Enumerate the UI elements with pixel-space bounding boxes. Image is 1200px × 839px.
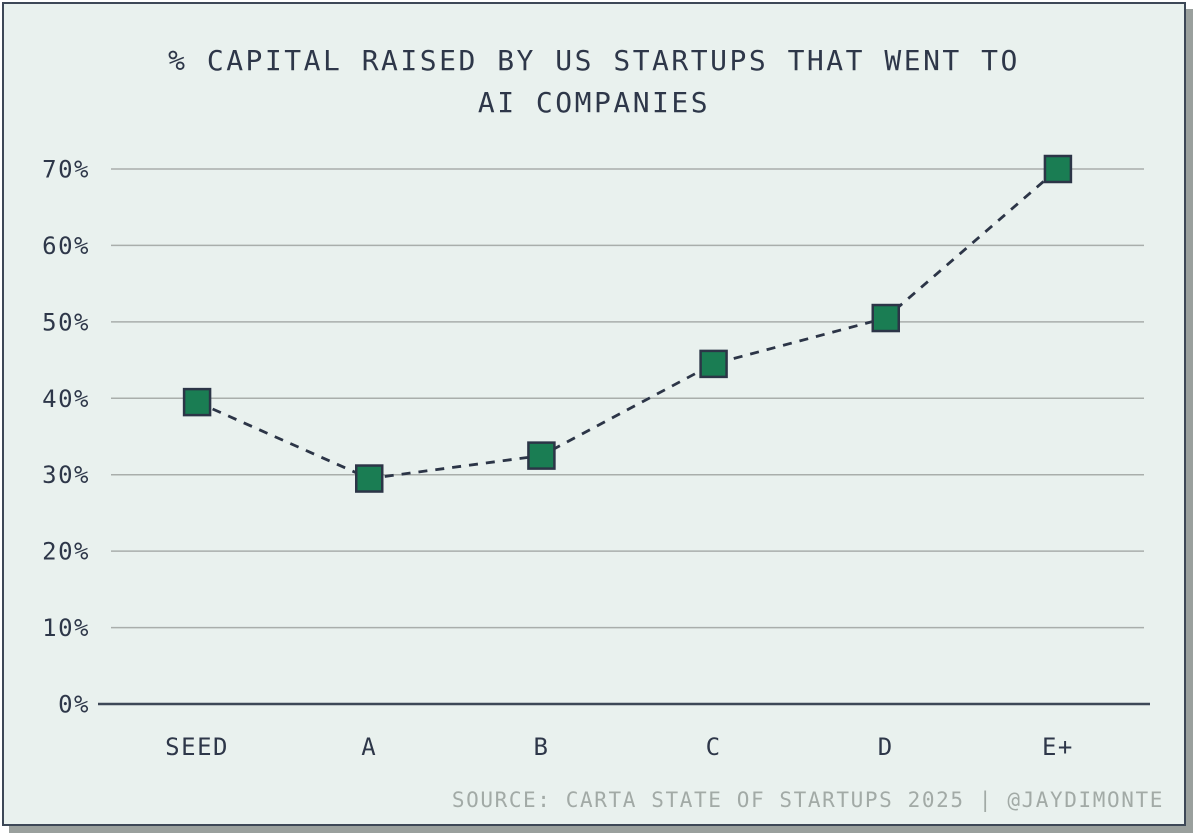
y-tick-label: 20% xyxy=(42,538,90,566)
x-tick-label-a: A xyxy=(361,733,377,761)
y-tick-label: 70% xyxy=(42,156,90,184)
series-dashed-line xyxy=(196,167,1059,480)
data-point-seed xyxy=(182,387,212,417)
data-point-c xyxy=(699,349,728,379)
y-tick-label: 50% xyxy=(42,308,90,336)
y-tick-label: 0% xyxy=(58,691,90,719)
data-point-a xyxy=(355,464,384,493)
y-tick-label: 30% xyxy=(42,461,90,489)
chart-title: % CAPITAL RAISED BY US STARTUPS THAT WEN… xyxy=(4,40,1184,124)
x-tick-label-b: B xyxy=(533,733,549,761)
y-tick-label: 60% xyxy=(42,232,90,260)
data-point-b xyxy=(527,441,556,470)
y-tick-label: 40% xyxy=(42,385,90,413)
x-tick-label-seed: SEED xyxy=(165,733,229,761)
data-point-e xyxy=(1043,154,1073,184)
source-attribution: SOURCE: CARTA STATE OF STARTUPS 2025 | @… xyxy=(451,788,1164,812)
x-tick-label-e: E+ xyxy=(1042,733,1074,761)
x-tick-label-c: C xyxy=(706,733,722,761)
data-point-d xyxy=(871,303,900,333)
y-tick-label: 10% xyxy=(42,614,90,642)
chart-title-line-1: % CAPITAL RAISED BY US STARTUPS THAT WEN… xyxy=(168,44,1020,77)
chart-card: % CAPITAL RAISED BY US STARTUPS THAT WEN… xyxy=(2,2,1186,826)
chart-title-line-2: AI COMPANIES xyxy=(477,86,711,119)
x-tick-label-d: D xyxy=(878,733,894,761)
line-chart-canvas: 0% 10% 20% 30% 40% 50% 60% 70% SEED A B C D E+ xyxy=(42,154,1150,761)
